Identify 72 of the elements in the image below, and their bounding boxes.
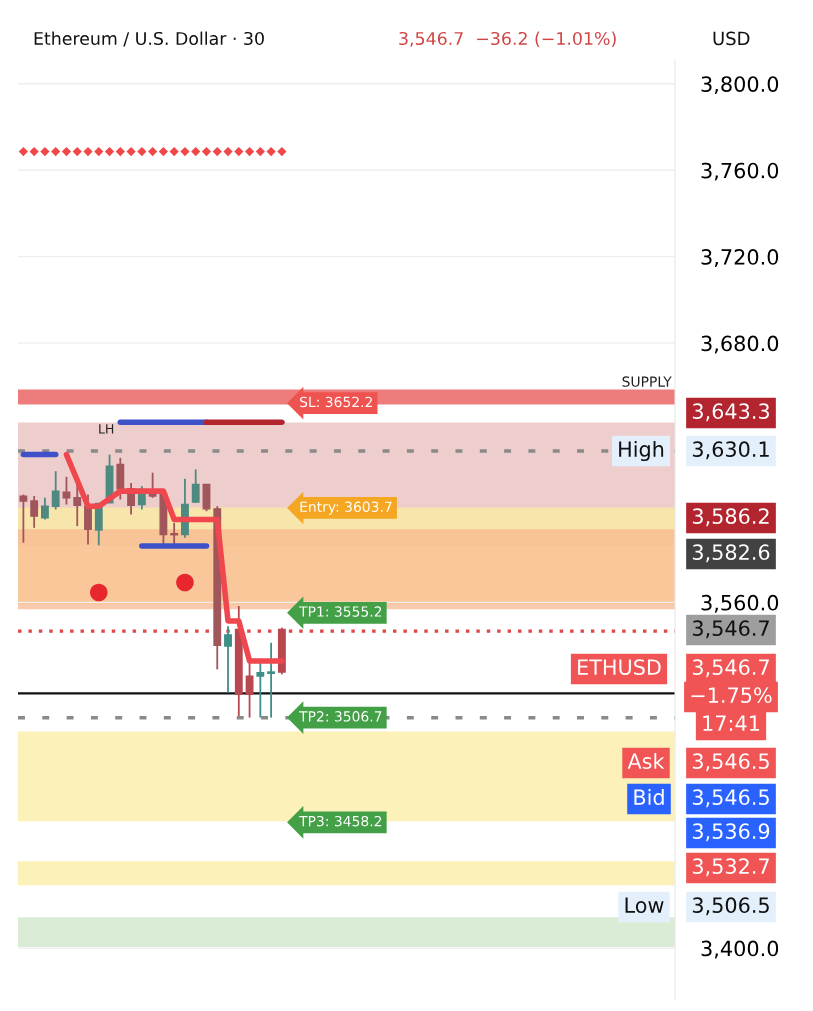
point: [137, 147, 147, 157]
annotation: High: [619, 440, 664, 462]
point: [277, 147, 287, 157]
text: 3,643.3: [692, 403, 769, 422]
text: 3,546.7: [692, 659, 769, 678]
point: [72, 147, 82, 157]
candlestick: [267, 641, 276, 719]
y-tick-label: 3,560.0: [701, 594, 779, 613]
annotation: TP3: 3458.2: [299, 815, 382, 827]
text: 17:41: [703, 715, 760, 731]
point: [255, 147, 265, 157]
point: [18, 147, 28, 157]
point: [266, 147, 276, 157]
point: [176, 573, 194, 592]
point: [51, 147, 61, 157]
annotation: Ask: [627, 752, 665, 770]
text: 3,536.9: [692, 823, 770, 842]
y-tick-label: 3,760.0: [701, 162, 779, 181]
text: 3,586.2: [692, 508, 769, 527]
candlestick: [19, 493, 28, 544]
annotation: TP2: 3506.7: [299, 711, 382, 722]
candlestick: [51, 470, 60, 511]
point: [234, 147, 244, 157]
candlestick: [224, 625, 232, 694]
point: [40, 147, 50, 157]
chart-subtitle: 3,546.7 −36.2 (−1.01%): [399, 31, 616, 48]
point: [244, 147, 255, 157]
text: USD: [713, 31, 750, 46]
annotation: TP1: 3555.2: [299, 606, 382, 617]
y-tick-label: 3,800.0: [701, 76, 779, 95]
candlestick: [41, 496, 49, 521]
point: [212, 147, 222, 157]
text: 3,582.6: [692, 544, 770, 563]
point: [89, 583, 108, 602]
point: [29, 147, 39, 157]
candlestick: [245, 661, 254, 719]
text: −1.75%: [691, 687, 772, 704]
annotation: Bid: [634, 788, 664, 806]
annotation: Low: [625, 897, 664, 914]
point: [115, 147, 125, 157]
point: [148, 147, 158, 157]
band-label: SUPPLY: [622, 376, 672, 387]
point: [223, 147, 233, 157]
candlestick: [30, 495, 39, 529]
point: [169, 147, 179, 157]
annotation: SL: 3652.2: [300, 396, 372, 408]
text: 3,532.7: [692, 858, 769, 877]
y-tick-label: 3,720.0: [701, 249, 779, 267]
point: [104, 147, 115, 157]
point: [191, 147, 201, 157]
text: 3,506.5: [692, 897, 769, 916]
point: [94, 147, 104, 157]
text: 3,546.5: [692, 753, 769, 772]
y-tick-label: 3,680.0: [701, 335, 779, 354]
annotation: ETHUSD: [578, 659, 661, 676]
chart-title: Ethereum / U.S. Dollar · 30: [34, 31, 264, 47]
point: [158, 147, 169, 157]
point: [83, 147, 93, 157]
annotation: LH: [99, 424, 114, 434]
point: [61, 147, 72, 157]
text: 3,546.5: [692, 789, 769, 808]
point: [201, 147, 212, 157]
point: [126, 147, 136, 157]
candlestick: [62, 475, 71, 506]
annotation: Entry: 3603.7: [300, 501, 392, 515]
text: 3,630.1: [692, 441, 769, 460]
point: [180, 147, 190, 157]
candlestick: [256, 661, 265, 719]
candlestick: [73, 483, 82, 528]
text: 3,546.7: [692, 620, 769, 639]
candlestick: [191, 468, 200, 504]
y-tick-label: 3,400.0: [701, 940, 779, 959]
